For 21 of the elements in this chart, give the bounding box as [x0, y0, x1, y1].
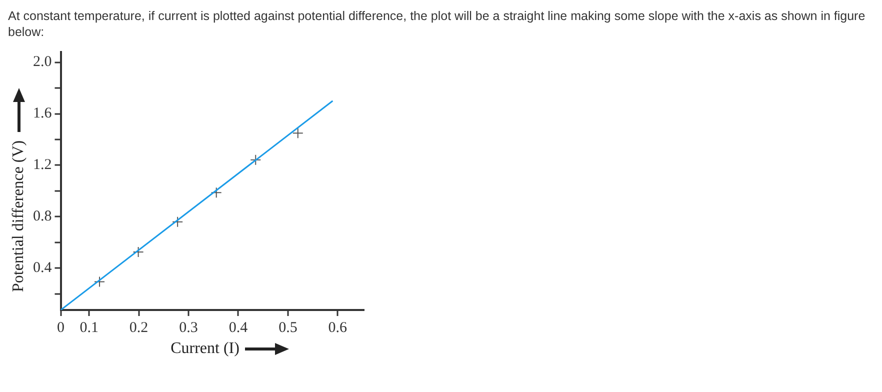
- y-tick-label: 2.0: [33, 54, 52, 70]
- point: [132, 246, 144, 258]
- x-tick-label: 0.2: [129, 320, 148, 336]
- x-axis-title: Current (I): [170, 340, 240, 358]
- point: [210, 187, 222, 198]
- point: [292, 128, 304, 139]
- x-tick-label: 0: [57, 320, 64, 336]
- x-tick-label: 0.4: [228, 320, 248, 336]
- x-tick-label: 0.3: [179, 320, 198, 336]
- y-tick-label: 0.4: [33, 260, 52, 276]
- x-tick-label: 0.6: [328, 320, 348, 336]
- y-tick-label: 0.8: [33, 208, 52, 225]
- point: [172, 216, 184, 228]
- text: At constant temperature, if current is plotted against potential difference, the plot will be a straight line making some slope with the x-axis as shown in figure below:: [8, 8, 866, 40]
- point: [250, 154, 262, 166]
- y-tick-label: 1.2: [33, 157, 52, 174]
- point: [94, 276, 106, 288]
- y-axis-title: Potential difference (V): [10, 140, 28, 292]
- x-tick-label: 0.1: [80, 320, 98, 336]
- x-tick-label: 0.5: [278, 320, 298, 336]
- y-tick-label: 1.6: [33, 106, 52, 122]
